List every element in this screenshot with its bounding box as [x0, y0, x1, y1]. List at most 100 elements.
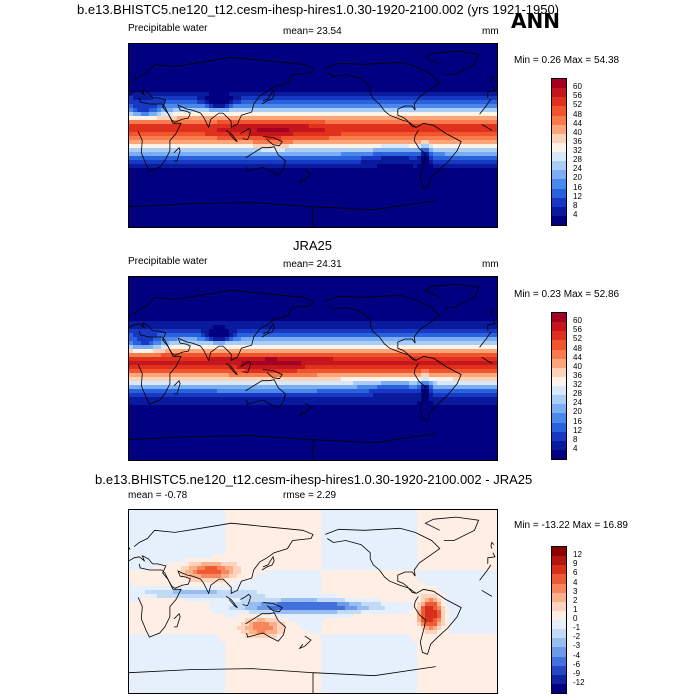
- colorbar-tick-label: 60: [573, 316, 582, 326]
- colorbar-tick-label: 4: [573, 209, 578, 219]
- colorbar-swatch: [552, 556, 566, 566]
- colorbar-tick-label: 40: [573, 127, 582, 137]
- colorbar-tick-label: 52: [573, 100, 582, 110]
- colorbar-swatch: [552, 574, 566, 584]
- colorbar-swatch: [552, 431, 566, 441]
- colorbar-swatch: [552, 610, 566, 620]
- colorbar-tick-label: 8: [573, 434, 578, 444]
- colorbar-swatch: [552, 197, 566, 207]
- colorbar-swatch: [552, 413, 566, 423]
- colorbar-swatch: [552, 404, 566, 414]
- colorbar-swatch: [552, 106, 566, 116]
- colorbar-swatch: [552, 565, 566, 575]
- colorbar-swatch: [552, 647, 566, 657]
- colorbar-tick-label: 3: [573, 586, 578, 596]
- colorbar-swatch: [552, 115, 566, 125]
- colorbar-swatch: [552, 215, 566, 225]
- colorbar-swatch: [552, 142, 566, 152]
- panel3-minmax: Min = -13.22 Max = 16.89: [514, 520, 628, 531]
- colorbar-tick-label: 6: [573, 568, 578, 578]
- panel1-mean: mean= 23.54: [283, 26, 342, 37]
- panel2-map: [128, 276, 498, 461]
- colorbar-swatch: [552, 656, 566, 666]
- colorbar-swatch: [552, 386, 566, 396]
- colorbar-swatch: [552, 592, 566, 602]
- colorbar-swatch: [552, 367, 566, 377]
- colorbar-swatch: [552, 395, 566, 405]
- colorbar-tick-label: 16: [573, 182, 582, 192]
- colorbar-tick-label: 44: [573, 118, 582, 128]
- colorbar-swatch: [552, 170, 566, 180]
- colorbar-swatch: [552, 422, 566, 432]
- colorbar-swatch: [552, 340, 566, 350]
- panel3-diff-title: b.e13.BHISTC5.ne120_t12.cesm-ihesp-hires…: [95, 472, 533, 487]
- panel3-map: [128, 509, 498, 694]
- colorbar-swatch: [552, 440, 566, 450]
- colorbar-tick-label: 12: [573, 191, 582, 201]
- panel2-colorbar: [551, 312, 567, 460]
- colorbar-swatch: [552, 124, 566, 134]
- panel1-minmax: Min = 0.26 Max = 54.38: [514, 55, 620, 66]
- case-title: b.e13.BHISTC5.ne120_t12.cesm-ihesp-hires…: [77, 2, 560, 17]
- colorbar-tick-label: 9: [573, 559, 578, 569]
- colorbar-swatch: [552, 674, 566, 684]
- colorbar-swatch: [552, 313, 566, 323]
- colorbar-tick-label: -1: [573, 623, 581, 633]
- colorbar-tick-label: -4: [573, 650, 581, 660]
- colorbar-tick-label: -6: [573, 659, 581, 669]
- colorbar-tick-label: 32: [573, 380, 582, 389]
- colorbar-tick-label: 20: [573, 407, 582, 417]
- colorbar-tick-label: 12: [573, 425, 582, 435]
- colorbar-swatch: [552, 179, 566, 189]
- colorbar-swatch: [552, 683, 566, 693]
- colorbar-swatch: [552, 152, 566, 162]
- colorbar-tick-label: 40: [573, 361, 582, 371]
- colorbar-swatch: [552, 349, 566, 359]
- colorbar-swatch: [552, 322, 566, 332]
- colorbar-swatch: [552, 376, 566, 386]
- panel3-colorbar: [551, 546, 567, 694]
- panel3-rmse: rmse = 2.29: [283, 490, 337, 501]
- panel2-mean: mean= 24.31: [283, 259, 342, 270]
- colorbar-tick-label: 28: [573, 155, 582, 165]
- colorbar-swatch: [552, 601, 566, 611]
- colorbar-tick-label: 2: [573, 595, 578, 605]
- panel1-map: [128, 43, 498, 228]
- panel1-colorbar: [551, 78, 567, 226]
- panel2-units: mm: [482, 259, 499, 270]
- colorbar-tick-label: 24: [573, 398, 582, 408]
- colorbar-tick-label: -3: [573, 641, 581, 651]
- colorbar-swatch: [552, 358, 566, 368]
- colorbar-tick-label: 60: [573, 82, 582, 92]
- colorbar-swatch: [552, 629, 566, 639]
- colorbar-tick-label: 48: [573, 109, 582, 119]
- colorbar-tick-label: 44: [573, 352, 582, 362]
- colorbar-tick-label: 16: [573, 416, 582, 426]
- colorbar-tick-label: 56: [573, 91, 582, 101]
- colorbar-tick-label: 12: [573, 550, 582, 560]
- colorbar-swatch: [552, 133, 566, 143]
- panel1-variable: Precipitable water: [128, 23, 208, 34]
- colorbar-tick-label: 48: [573, 343, 582, 353]
- colorbar-swatch: [552, 88, 566, 98]
- colorbar-swatch: [552, 620, 566, 630]
- colorbar-swatch: [552, 331, 566, 341]
- colorbar-tick-label: 1: [573, 604, 578, 614]
- colorbar-tick-label: 4: [573, 577, 578, 587]
- colorbar-swatch: [552, 449, 566, 459]
- colorbar-tick-label: 36: [573, 136, 582, 146]
- colorbar-swatch: [552, 547, 566, 557]
- colorbar-swatch: [552, 583, 566, 593]
- colorbar-tick-label: -12: [573, 677, 585, 687]
- colorbar-tick-label: 0: [573, 614, 578, 623]
- colorbar-tick-label: 20: [573, 173, 582, 183]
- colorbar-swatch: [552, 161, 566, 171]
- colorbar-swatch: [552, 79, 566, 89]
- colorbar-tick-label: 36: [573, 370, 582, 380]
- colorbar-tick-label: 28: [573, 389, 582, 399]
- panel3-mean: mean = -0.78: [128, 490, 188, 501]
- colorbar-tick-label: -2: [573, 632, 581, 642]
- colorbar-swatch: [552, 188, 566, 198]
- colorbar-tick-label: 32: [573, 146, 582, 155]
- colorbar-tick-label: 24: [573, 164, 582, 174]
